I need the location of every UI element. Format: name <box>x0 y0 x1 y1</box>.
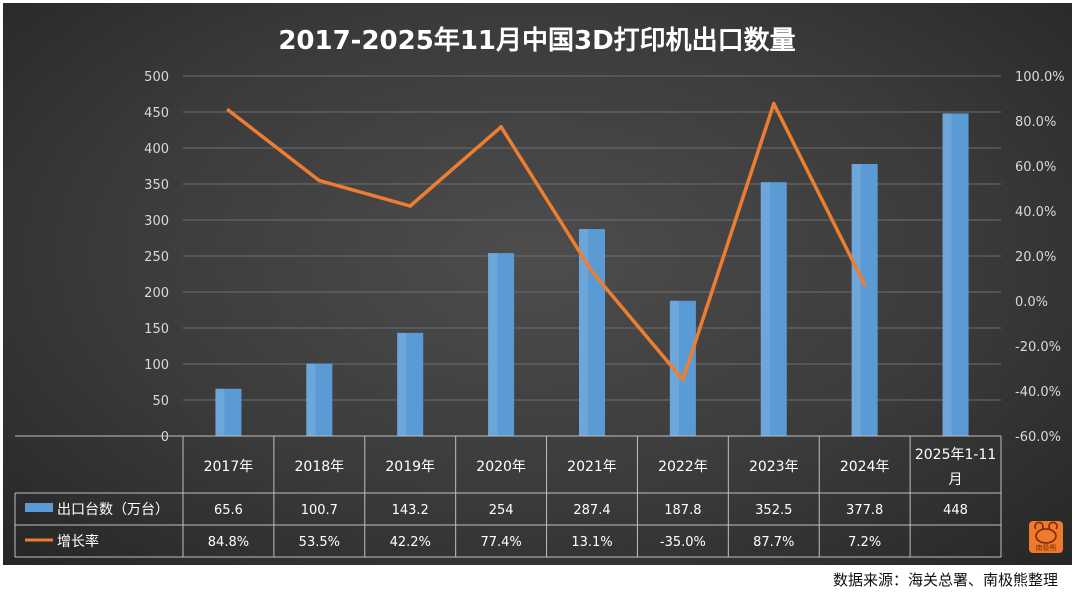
left-tick-label: 100 <box>144 358 169 373</box>
line-point <box>771 101 776 106</box>
right-tick-label: 20.0% <box>1015 250 1056 265</box>
left-tick-label: 50 <box>152 394 169 409</box>
line-series <box>226 101 867 382</box>
bar-value-cell: 187.8 <box>664 503 701 518</box>
legend-bar-swatch <box>25 503 53 512</box>
line-point <box>681 377 685 382</box>
category-label: 2017年 <box>204 459 254 475</box>
nanjixiong-logo: 南极熊 <box>1029 521 1063 553</box>
category-label: 月 <box>949 472 963 488</box>
bar-highlight <box>851 163 861 436</box>
left-tick-label: 150 <box>144 322 169 337</box>
bar-series <box>215 113 969 436</box>
growth-value-cell: 84.8% <box>208 535 249 550</box>
growth-value-cell: 13.1% <box>571 535 612 550</box>
left-tick-label: 0 <box>161 430 169 445</box>
right-y-axis: -60.0% -40.0% -20.0% 0.0% 20.0% 40.0% 60.0% 80.… <box>1015 70 1065 445</box>
growth-value-cell: 53.5% <box>299 535 340 550</box>
left-y-axis: 0 50 100 150 200 250 300 350 400 450 500 <box>144 70 169 445</box>
chart-svg: 2017-2025年11月中国3D打印机出口数量 0 50 100 150 200 250… <box>14 25 1065 558</box>
left-tick-label: 200 <box>144 286 169 301</box>
category-label: 2019年 <box>385 459 435 475</box>
bar-highlight <box>579 229 589 436</box>
chart-panel: 2017-2025年11月中国3D打印机出口数量 0 50 100 150 200 250… <box>3 3 1072 565</box>
right-tick-label: -20.0% <box>1015 340 1061 355</box>
category-label: 2021年 <box>567 459 617 475</box>
right-tick-label: 60.0% <box>1015 160 1056 175</box>
growth-value-cell: 42.2% <box>390 535 431 550</box>
right-tick-label: -40.0% <box>1015 385 1061 400</box>
bar-value-cell: 352.5 <box>755 503 792 518</box>
legend-bar-label: 出口台数（万台） <box>57 502 169 518</box>
bar-value-cell: 65.6 <box>214 503 243 518</box>
line-point <box>590 269 594 274</box>
line-point <box>499 125 503 129</box>
growth-value-cell: 7.2% <box>848 535 881 550</box>
bar-highlight <box>306 363 316 436</box>
category-label: 2024年 <box>840 459 890 475</box>
category-label: 2023年 <box>749 459 799 475</box>
bar-highlight <box>488 253 498 436</box>
bar-value-cell: 143.2 <box>392 503 429 518</box>
right-tick-label: 80.0% <box>1015 115 1056 130</box>
right-tick-label: 100.0% <box>1015 70 1065 85</box>
right-tick-label: -60.0% <box>1015 430 1061 445</box>
line-point <box>408 204 413 208</box>
category-label: 2018年 <box>295 459 345 475</box>
bar-value-cell: 377.8 <box>846 503 883 518</box>
bar-highlight <box>942 113 952 436</box>
left-tick-label: 400 <box>144 142 169 157</box>
bar-highlight <box>215 388 225 436</box>
chart-title: 2017-2025年11月中国3D打印机出口数量 <box>278 25 795 56</box>
category-label: 2022年 <box>658 459 708 475</box>
line-point <box>226 108 231 112</box>
left-tick-label: 450 <box>144 106 169 121</box>
line-point <box>317 178 322 183</box>
bar-highlight <box>760 182 770 436</box>
growth-value-cell: -35.0% <box>660 535 706 550</box>
bar-value-cell: 448 <box>943 503 968 518</box>
left-tick-label: 250 <box>144 250 169 265</box>
left-tick-label: 300 <box>144 214 169 229</box>
logo-text: 南极熊 <box>1036 543 1057 552</box>
bar-value-cell: 287.4 <box>573 503 610 518</box>
line-point <box>862 283 867 287</box>
category-label: 2025年1-11 <box>915 447 996 463</box>
right-tick-label: 40.0% <box>1015 205 1056 220</box>
data-table: 2017年 2018年 2019年 2020年 2021年 2022年 2023年 2024年… <box>14 435 1002 558</box>
category-label: 2020年 <box>476 459 526 475</box>
bar-highlight <box>397 332 407 436</box>
growth-value-cell: 77.4% <box>480 535 521 550</box>
growth-rate-line <box>226 101 867 382</box>
left-tick-label: 350 <box>144 178 169 193</box>
bar-value-cell: 254 <box>489 503 514 518</box>
growth-value-cell: 87.7% <box>753 535 794 550</box>
source-note: 数据来源：海关总署、南极熊整理 <box>832 571 1058 589</box>
bar-value-cell: 100.7 <box>301 503 338 518</box>
left-tick-label: 500 <box>144 70 169 85</box>
legend-line-label: 增长率 <box>57 533 99 550</box>
right-tick-label: 0.0% <box>1015 295 1048 310</box>
